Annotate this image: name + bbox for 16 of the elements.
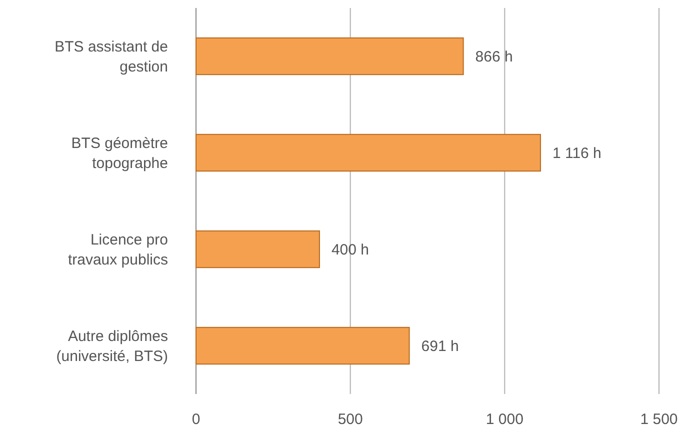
data-label: 400 h <box>331 241 370 258</box>
y-tick-label: BTS assistant de gestion <box>54 38 168 76</box>
bar <box>196 37 464 76</box>
y-tick-label: BTS géomètre topographe <box>71 134 168 172</box>
y-tick-label: Autre diplômes (université, BTS) <box>56 328 168 365</box>
y-tick-label: Licence pro travaux publics <box>68 231 168 268</box>
bar <box>196 134 541 172</box>
data-label: 1 116 h <box>552 144 602 162</box>
data-label: 866 h <box>475 48 513 66</box>
x-tick-label: 1 000 <box>486 411 524 428</box>
bar <box>196 326 410 365</box>
x-tick-label: 500 <box>338 411 363 428</box>
x-tick-label: 0 <box>192 411 200 428</box>
x-tick-label: 1 500 <box>640 411 678 428</box>
data-label: 691 h <box>421 338 459 355</box>
bar <box>196 230 320 268</box>
